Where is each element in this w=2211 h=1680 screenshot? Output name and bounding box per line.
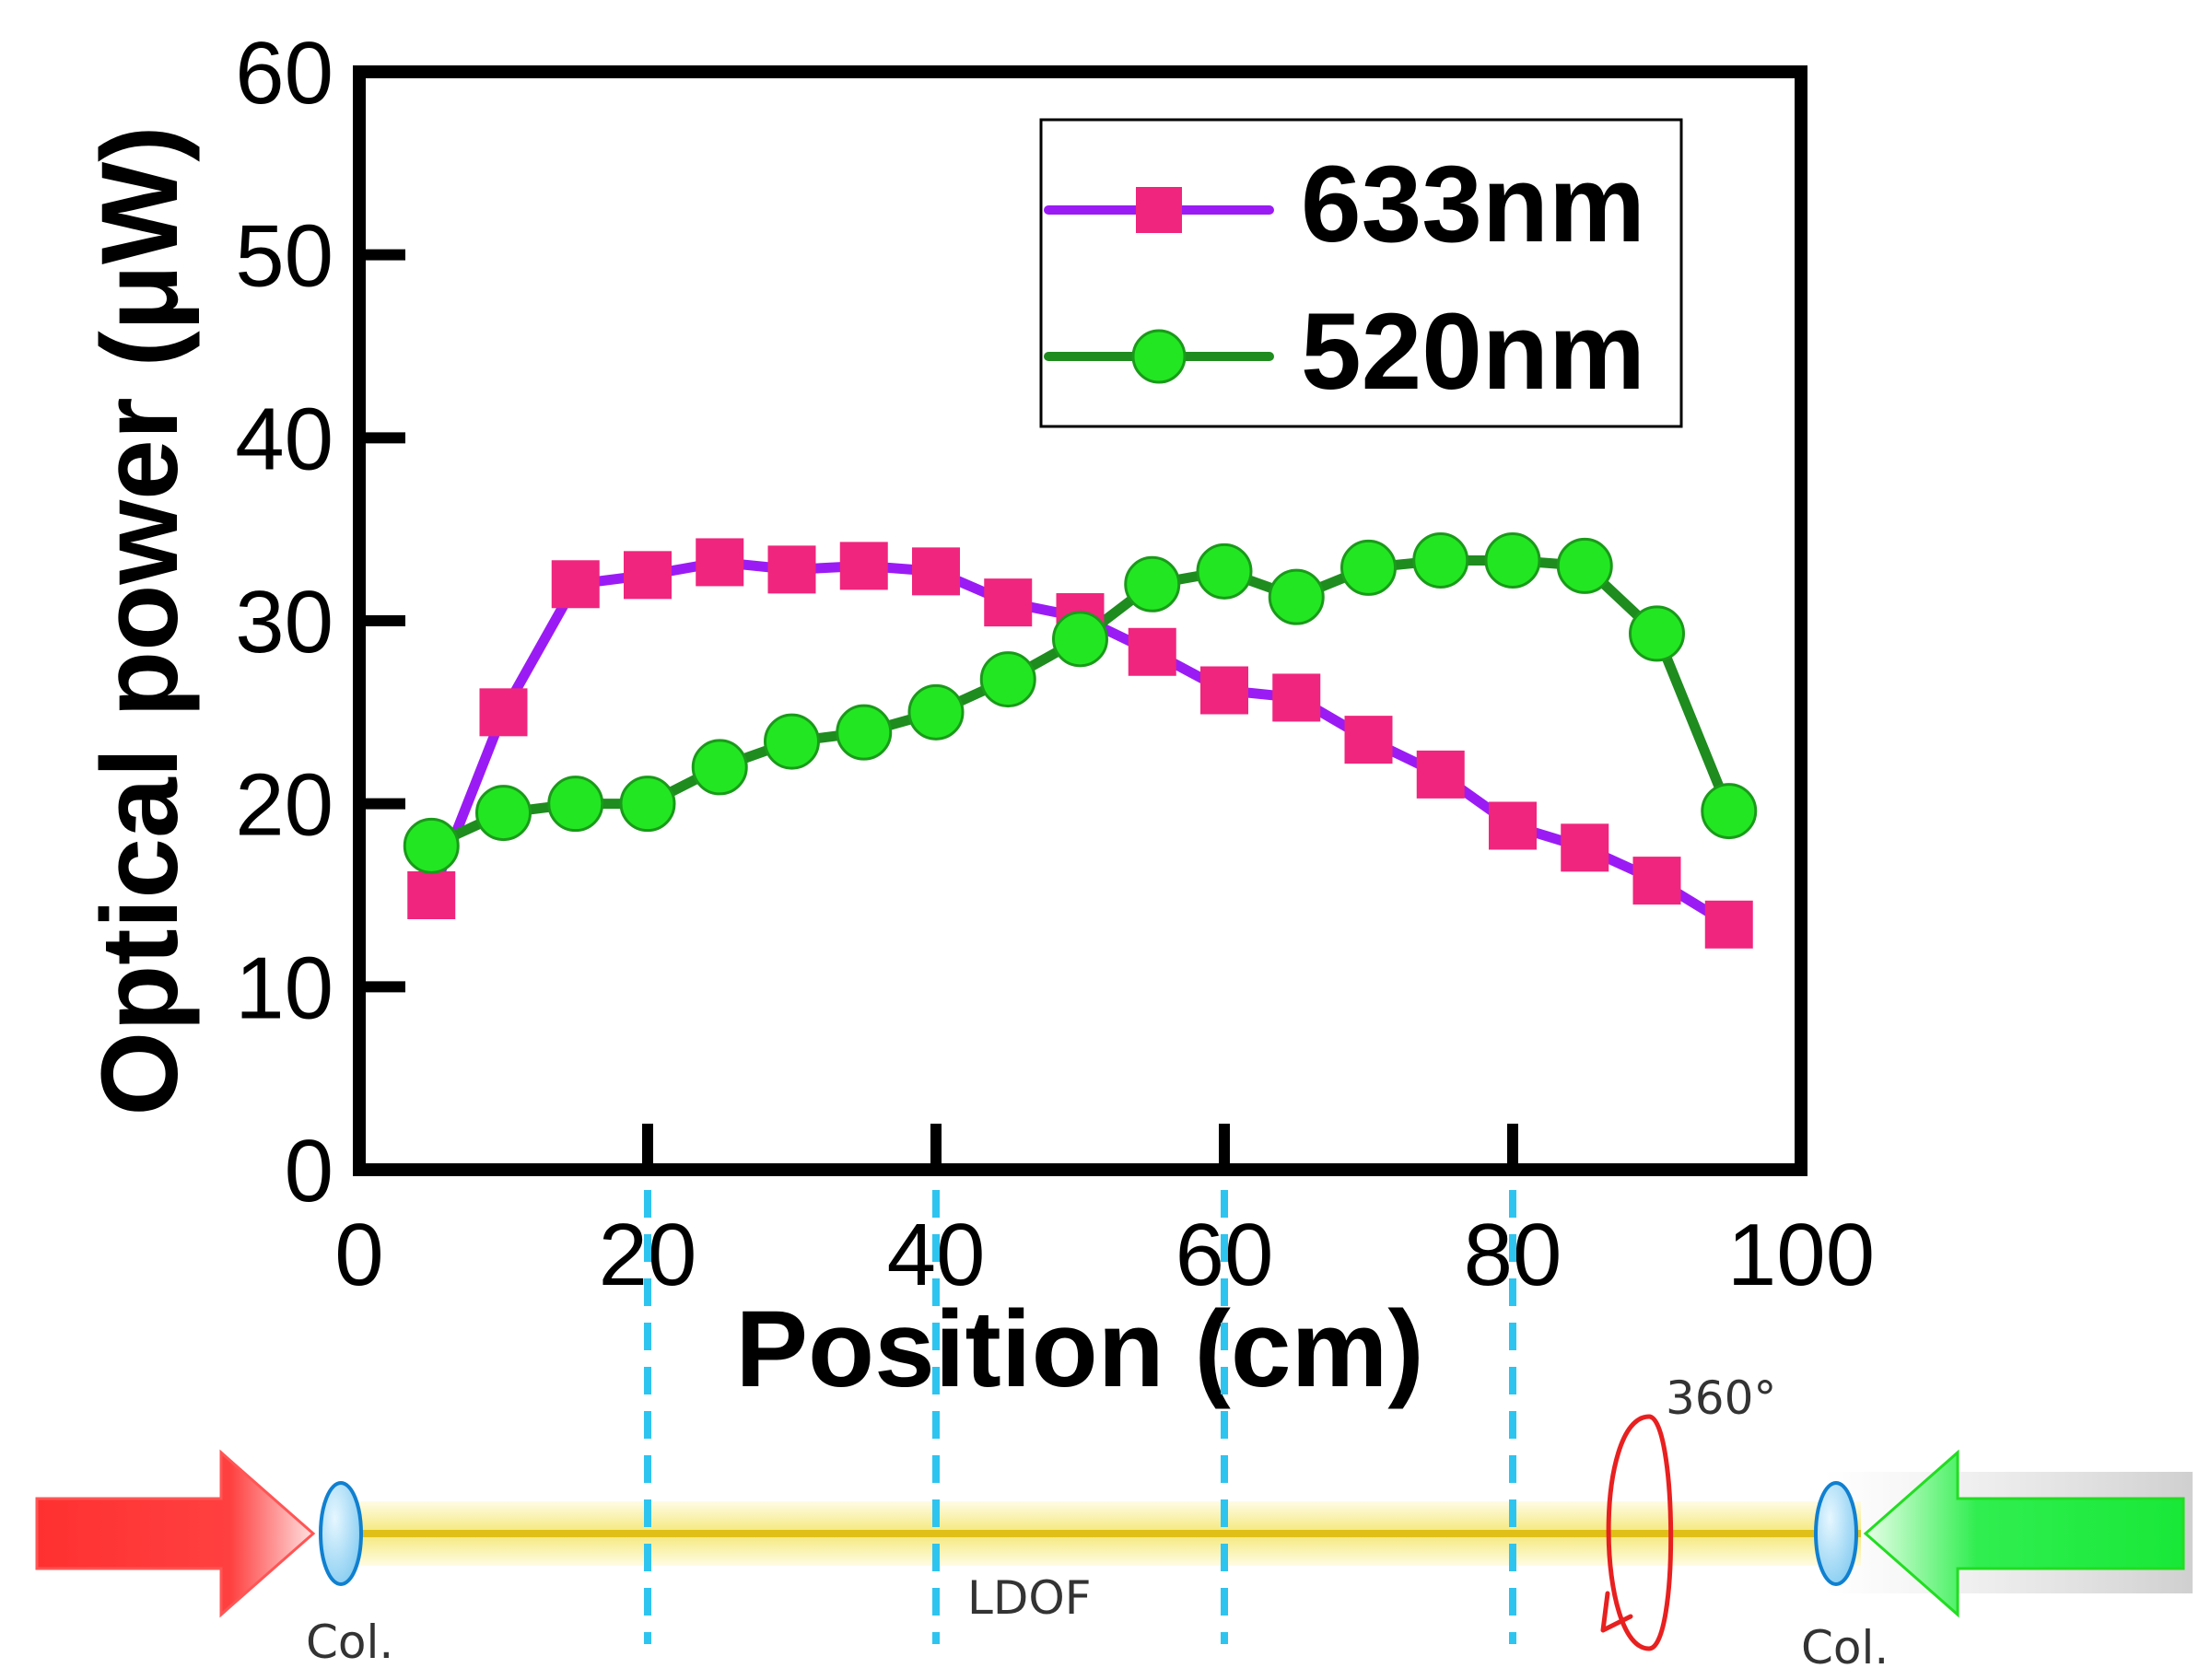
data-point-633nm bbox=[551, 560, 600, 609]
legend: 633nm 520nm bbox=[1039, 118, 1683, 428]
x-tick-label: 100 bbox=[1727, 1206, 1875, 1304]
setup-diagram: 360° LDOF Col. Col. bbox=[35, 1371, 2193, 1674]
x-tick-label: 0 bbox=[334, 1206, 383, 1304]
y-axis-title: Optical power (μW) bbox=[79, 125, 201, 1115]
data-point-520nm bbox=[1701, 783, 1758, 840]
data-point-520nm bbox=[1052, 611, 1108, 668]
y-tick-label: 0 bbox=[285, 1122, 333, 1220]
red-input-arrow bbox=[35, 1449, 316, 1618]
data-point-633nm bbox=[1272, 673, 1321, 722]
collimator-right-lens bbox=[1814, 1481, 1858, 1586]
green-input-arrow bbox=[1863, 1449, 2185, 1618]
data-point-520nm bbox=[1629, 605, 1685, 662]
data-point-520nm bbox=[403, 817, 460, 874]
y-tick-label: 30 bbox=[235, 573, 333, 671]
data-point-633nm bbox=[1200, 666, 1248, 715]
data-point-520nm bbox=[1556, 537, 1613, 594]
data-point-633nm bbox=[696, 538, 744, 587]
data-point-520nm bbox=[907, 683, 965, 741]
data-point-520nm bbox=[475, 785, 532, 842]
data-point-633nm bbox=[479, 688, 528, 737]
data-point-520nm bbox=[1484, 531, 1541, 589]
collimator-left-lens bbox=[319, 1481, 363, 1586]
data-point-633nm bbox=[1489, 801, 1537, 850]
data-point-520nm bbox=[1196, 542, 1253, 600]
y-tick-label: 20 bbox=[235, 756, 333, 855]
data-point-520nm bbox=[979, 651, 1036, 708]
y-tick-label: 50 bbox=[235, 207, 333, 306]
x-axis-title: Position (cm) bbox=[735, 1289, 1423, 1410]
collimator-left-label: Col. bbox=[306, 1616, 393, 1669]
legend-marker-633nm bbox=[1136, 187, 1182, 233]
data-point-633nm bbox=[624, 551, 672, 600]
legend-label-520nm: 520nm bbox=[1301, 291, 1645, 413]
data-point-520nm bbox=[619, 776, 676, 833]
fiber-label: LDOF bbox=[967, 1571, 1091, 1625]
data-point-633nm bbox=[912, 547, 960, 596]
data-point-520nm bbox=[764, 713, 820, 770]
legend-label-633nm: 633nm bbox=[1301, 144, 1645, 265]
data-point-633nm bbox=[984, 578, 1033, 627]
data-point-633nm bbox=[1416, 750, 1465, 799]
y-tick-label: 10 bbox=[235, 939, 333, 1037]
series-markers bbox=[403, 531, 1758, 949]
y-axis: 0 10 20 30 40 50 60 bbox=[235, 24, 405, 1220]
data-point-520nm bbox=[1124, 555, 1181, 612]
data-point-633nm bbox=[1704, 900, 1753, 949]
data-point-633nm bbox=[1632, 857, 1681, 905]
data-point-520nm bbox=[1268, 568, 1325, 625]
data-point-633nm bbox=[767, 545, 816, 594]
y-tick-label: 40 bbox=[235, 390, 333, 488]
data-point-520nm bbox=[691, 739, 748, 796]
data-point-520nm bbox=[547, 776, 604, 833]
collimator-right-label: Col. bbox=[1801, 1621, 1889, 1674]
data-point-633nm bbox=[1128, 627, 1176, 676]
x-axis: 0 20 40 60 80 100 bbox=[334, 1124, 1875, 1304]
data-point-633nm bbox=[1561, 823, 1609, 872]
data-point-633nm bbox=[1344, 716, 1393, 764]
y-tick-label: 60 bbox=[235, 24, 333, 122]
data-point-520nm bbox=[836, 704, 893, 761]
data-point-633nm bbox=[839, 542, 888, 590]
data-point-633nm bbox=[407, 871, 456, 919]
data-point-520nm bbox=[1340, 539, 1397, 596]
legend-marker-520nm bbox=[1131, 329, 1187, 384]
rotation-label: 360° bbox=[1666, 1371, 1776, 1425]
position-marker-lines bbox=[644, 1190, 1516, 1644]
data-point-520nm bbox=[1412, 531, 1469, 589]
rotation-arrow-icon bbox=[1600, 1414, 1674, 1651]
